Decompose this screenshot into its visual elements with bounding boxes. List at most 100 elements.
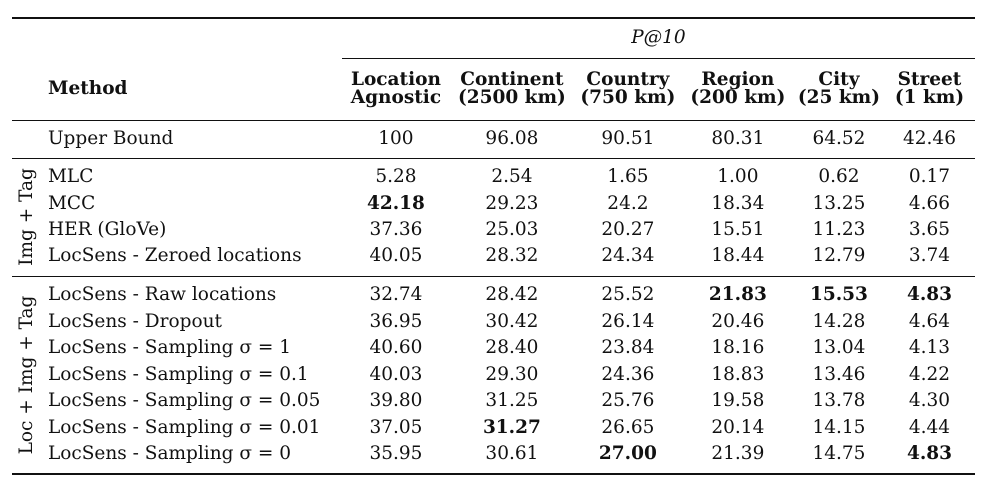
value-cell: 40.60 bbox=[369, 337, 423, 358]
method-name: LocSens - Raw locations bbox=[47, 284, 277, 306]
table-row: MCC 42.18 29.23 24.2 18.34 13.25 4.66 bbox=[12, 191, 975, 218]
value-cell: 1.00 bbox=[717, 166, 759, 188]
col-header-region: Region (200 km) bbox=[690, 68, 786, 108]
method-name: MCC bbox=[47, 192, 96, 214]
table-row: HER (GloVe) 37.36 25.03 20.27 15.51 11.23 3.65 bbox=[12, 217, 975, 244]
value-cell: 29.30 bbox=[485, 363, 539, 385]
value-cell: 35.95 bbox=[369, 442, 423, 464]
value-cell: 1.65 bbox=[607, 166, 649, 188]
method-name: MLC bbox=[47, 166, 94, 188]
value-cell: 36.95 bbox=[369, 310, 423, 332]
value-cell: 3.74 bbox=[908, 245, 951, 267]
method-name: LocSens - Zeroed locations bbox=[47, 245, 302, 267]
value-cell: 64.52 bbox=[812, 127, 866, 149]
value-cell: 42.18 bbox=[366, 192, 425, 214]
value-cell: 19.58 bbox=[711, 390, 765, 411]
table-row: LocSens - Sampling σ = 0 35.95 30.61 27.00 2… bbox=[12, 441, 975, 474]
method-name: LocSens - Sampling σ = 0.05 bbox=[47, 390, 321, 411]
value-cell: 14.15 bbox=[812, 416, 866, 438]
value-cell: 15.51 bbox=[711, 219, 765, 240]
table-row: LocSens - Sampling σ = 1 40.60 28.40 23.84 1… bbox=[12, 335, 975, 362]
value-cell: 32.74 bbox=[369, 284, 423, 306]
value-cell: 4.83 bbox=[906, 442, 953, 464]
value-cell: 13.46 bbox=[812, 363, 866, 385]
value-cell: 21.39 bbox=[711, 442, 765, 464]
value-cell: 20.14 bbox=[711, 416, 765, 438]
results-table: P@10 Method Location Agnostic Continent (2… bbox=[12, 17, 975, 475]
method-name: LocSens - Sampling σ = 0.1 bbox=[47, 363, 309, 385]
value-cell: 26.14 bbox=[601, 310, 655, 332]
value-cell: 23.84 bbox=[601, 337, 655, 358]
value-cell: 21.83 bbox=[708, 284, 767, 306]
table-row: LocSens - Sampling σ = 0.01 37.05 31.27 26.… bbox=[12, 415, 975, 442]
value-cell: 80.31 bbox=[711, 127, 765, 149]
value-cell: 4.22 bbox=[908, 363, 951, 385]
value-cell: 37.36 bbox=[369, 219, 423, 240]
col-header-street: Street (1 km) bbox=[894, 68, 965, 108]
value-cell: 30.61 bbox=[485, 442, 539, 464]
value-cell: 25.76 bbox=[601, 390, 655, 411]
table-row: LocSens - Sampling σ = 0.05 39.80 31.25 25.… bbox=[12, 388, 975, 415]
value-cell: 27.00 bbox=[598, 442, 657, 464]
value-cell: 40.03 bbox=[369, 363, 423, 385]
value-cell: 28.40 bbox=[485, 337, 539, 358]
table-row: Loc + Img + Tag LocSens - Raw locations 32… bbox=[12, 276, 975, 454]
value-cell: 18.34 bbox=[711, 192, 765, 214]
col-header-country: Country (750 km) bbox=[580, 68, 676, 108]
group-label: Loc + Img + Tag bbox=[15, 295, 37, 454]
value-cell: 25.03 bbox=[485, 219, 539, 240]
value-cell: 20.46 bbox=[711, 310, 765, 332]
col-header-continent: Continent (2500 km) bbox=[457, 68, 566, 108]
value-cell: 5.28 bbox=[375, 166, 417, 188]
value-cell: 37.05 bbox=[369, 416, 423, 438]
value-cell: 28.42 bbox=[485, 284, 539, 306]
value-cell: 4.30 bbox=[908, 390, 951, 411]
value-cell: 39.80 bbox=[369, 390, 423, 411]
table-row: Img + Tag MLC 5.28 2.54 1.65 1.00 0.62 0.17 bbox=[12, 158, 975, 266]
value-cell: 2.54 bbox=[491, 166, 533, 188]
method-name: HER (GloVe) bbox=[47, 219, 167, 240]
value-cell: 90.51 bbox=[601, 127, 655, 149]
value-cell: 31.25 bbox=[485, 390, 539, 411]
value-cell: 0.17 bbox=[908, 166, 951, 188]
value-cell: 11.23 bbox=[812, 219, 866, 240]
table-row: LocSens - Sampling σ = 0.1 40.03 29.30 24.3… bbox=[12, 362, 975, 389]
method-name: LocSens - Sampling σ = 0 bbox=[47, 442, 292, 464]
value-cell: 13.25 bbox=[812, 192, 866, 214]
value-cell: 26.65 bbox=[601, 416, 655, 438]
value-cell: 100 bbox=[378, 127, 414, 149]
value-cell: 3.65 bbox=[908, 219, 951, 240]
value-cell: 29.23 bbox=[485, 192, 539, 214]
value-cell: 18.83 bbox=[711, 363, 765, 385]
value-cell: 24.36 bbox=[601, 363, 655, 385]
value-cell: 4.44 bbox=[908, 416, 951, 438]
value-cell: 40.05 bbox=[369, 245, 423, 267]
value-cell: 4.66 bbox=[908, 192, 951, 214]
value-cell: 20.27 bbox=[601, 219, 655, 240]
value-cell: 14.75 bbox=[812, 442, 866, 464]
value-cell: 96.08 bbox=[485, 127, 539, 149]
column-header-row: Method Location Agnostic Continent (2500 k… bbox=[12, 58, 975, 120]
group-label-cell: Loc + Img + Tag bbox=[12, 276, 42, 474]
value-cell: 18.44 bbox=[711, 245, 765, 267]
value-cell: 18.16 bbox=[711, 337, 765, 358]
method-name: LocSens - Dropout bbox=[47, 310, 222, 332]
metric-header: P@10 bbox=[341, 18, 975, 59]
value-cell: 13.78 bbox=[812, 390, 866, 411]
value-cell: 24.2 bbox=[607, 192, 649, 214]
value-cell: 31.27 bbox=[482, 416, 541, 438]
table-row: LocSens - Dropout 36.95 30.42 26.14 20.46 14.… bbox=[12, 309, 975, 336]
group-label: Img + Tag bbox=[15, 168, 37, 266]
method-name: LocSens - Sampling σ = 1 bbox=[47, 337, 292, 358]
value-cell: 4.64 bbox=[908, 310, 951, 332]
group-label-cell: Img + Tag bbox=[12, 158, 42, 276]
value-cell: 30.42 bbox=[485, 310, 539, 332]
value-cell: 0.62 bbox=[818, 166, 860, 188]
value-cell: 4.13 bbox=[908, 337, 951, 358]
value-cell: 14.28 bbox=[812, 310, 866, 332]
value-cell: 13.04 bbox=[812, 337, 866, 358]
table-body: P@10 Method Location Agnostic Continent (2… bbox=[12, 18, 975, 474]
value-cell: 25.52 bbox=[601, 284, 655, 306]
method-name: Upper Bound bbox=[47, 127, 174, 149]
